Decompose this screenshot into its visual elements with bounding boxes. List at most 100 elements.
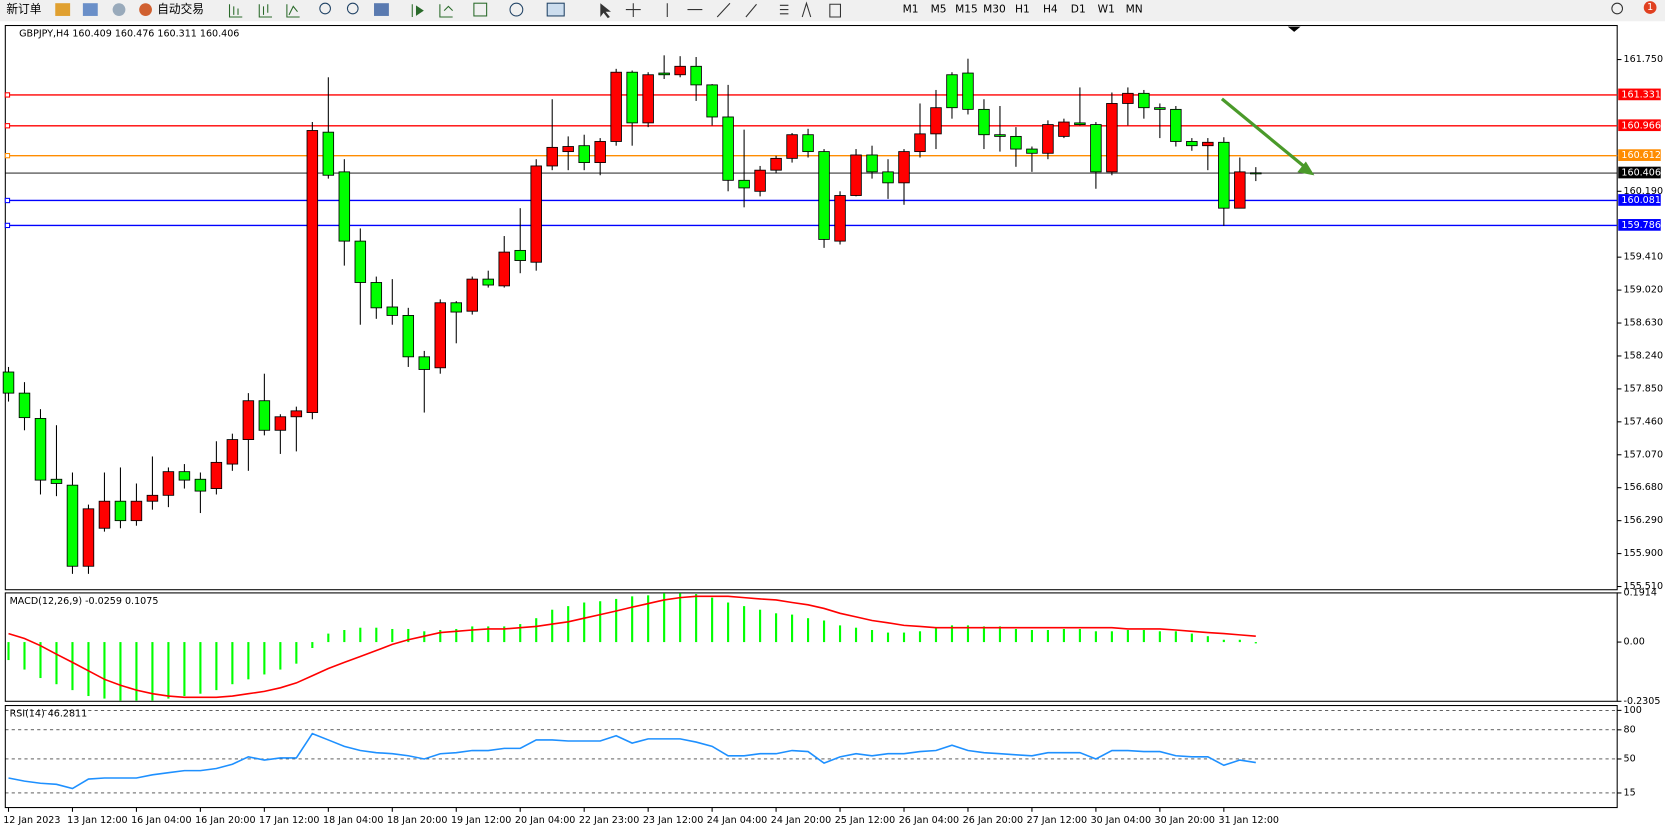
candle-body — [1234, 171, 1246, 209]
level-label-bg — [1618, 149, 1661, 161]
search[interactable] — [1611, 2, 1624, 15]
notification-count: 1 — [1647, 2, 1653, 13]
x-tick-label: 13 Jan 12:00 — [67, 815, 127, 826]
histogram-bar — [854, 627, 858, 643]
candle-body — [130, 500, 143, 522]
timeframes: M1 M5 M15 M30 H1 H4 D1 W1 MN — [903, 3, 1143, 16]
chart-type-icons[interactable] — [228, 4, 300, 18]
indicator-line — [8, 732, 1256, 790]
level-handle[interactable] — [4, 222, 11, 229]
y-tick-label: -0.2305 — [1624, 696, 1661, 707]
icon[interactable] — [139, 3, 152, 16]
candle-body — [514, 249, 526, 261]
histogram-bar — [1238, 639, 1241, 643]
y-tick-label: 80 — [1624, 724, 1636, 735]
candle-body — [834, 195, 846, 242]
x-tick-label: 25 Jan 12:00 — [835, 815, 895, 826]
timeframe-button[interactable]: W1 — [1098, 3, 1115, 16]
drawing-tools[interactable] — [666, 2, 757, 18]
zoom-out[interactable] — [346, 2, 359, 15]
level-handle[interactable] — [4, 197, 11, 204]
histogram-bar — [407, 628, 410, 643]
toolbar-bg — [0, 0, 1665, 22]
candle-body — [466, 278, 478, 312]
y-tick-label: 50 — [1624, 753, 1636, 764]
x-tick-label: 23 Jan 12:00 — [643, 815, 703, 826]
candle-body — [546, 146, 558, 167]
candle-body — [210, 461, 223, 489]
timeframe-button[interactable]: H1 — [1015, 3, 1030, 16]
y-tick-label: 155.900 — [1624, 548, 1663, 559]
x-tick-label: 26 Jan 20:00 — [963, 815, 1023, 826]
cursor-tool[interactable] — [600, 3, 611, 19]
indicators[interactable] — [473, 2, 488, 17]
candle-body — [18, 392, 31, 419]
histogram-bar — [583, 602, 586, 643]
timeframe-button[interactable]: M15 — [955, 3, 978, 16]
timeframe-button[interactable]: M1 — [903, 3, 919, 16]
histogram-bar — [487, 626, 490, 643]
level-handle[interactable] — [4, 92, 11, 98]
timeframe-button[interactable]: D1 — [1071, 3, 1086, 16]
toolbar: 新订单 自动交易 M1 M5 M15 M30 H1 H4 D1 W1 MN 1 — [0, 0, 1665, 22]
panel-title: MACD(12,26,9) -0.0259 0.1075 — [10, 596, 159, 607]
candle-body — [498, 251, 510, 287]
histogram-bar — [1046, 630, 1049, 643]
timeframe-button[interactable]: M5 — [931, 3, 947, 16]
templates[interactable] — [546, 2, 565, 17]
tile-windows[interactable] — [374, 3, 389, 16]
periods[interactable] — [509, 2, 524, 17]
zoom-in[interactable] — [319, 2, 331, 15]
level-handle[interactable] — [4, 152, 11, 159]
candle-body — [418, 356, 431, 370]
icon[interactable] — [82, 3, 98, 16]
candle-body — [626, 71, 638, 124]
candle-body — [82, 508, 95, 567]
auto-trading-button[interactable]: 自动交易 — [157, 2, 204, 16]
candle-body — [402, 315, 415, 358]
x-tick-label: 26 Jan 04:00 — [899, 815, 959, 826]
histogram-bar — [119, 642, 122, 701]
candle-body — [818, 151, 830, 240]
candle-body — [242, 400, 255, 440]
autoscroll[interactable] — [411, 4, 424, 18]
histogram-bar — [103, 642, 106, 699]
annotation-arrowhead — [1297, 161, 1315, 176]
histogram-bar — [551, 609, 554, 643]
candle-body — [610, 71, 622, 142]
candle-body — [1138, 92, 1150, 109]
price-label-bg — [1618, 166, 1661, 179]
icon[interactable] — [112, 3, 126, 16]
icon[interactable] — [55, 3, 71, 16]
candle-body — [386, 306, 399, 316]
panel-title: RSI(14) 46.2811 — [10, 709, 88, 720]
chart-shift[interactable] — [439, 4, 454, 18]
candle-body — [1170, 108, 1182, 142]
histogram-bar — [1158, 631, 1161, 643]
timeframe-button[interactable]: MN — [1126, 3, 1143, 16]
candle-body — [690, 65, 702, 86]
histogram-bar — [263, 642, 266, 675]
x-tick-label: 17 Jan 12:00 — [259, 815, 319, 826]
timeframe-button[interactable]: H4 — [1043, 3, 1058, 16]
candle-body — [802, 134, 814, 153]
x-tick-label: 20 Jan 04:00 — [515, 815, 575, 826]
candle-body — [306, 130, 319, 413]
y-tick-label: 159.410 — [1624, 252, 1663, 263]
histogram-bar — [918, 631, 922, 643]
histogram-bar — [695, 594, 698, 643]
histogram-bar — [1222, 639, 1225, 643]
panel-frame — [4, 705, 1618, 809]
drawing-tools[interactable] — [779, 1, 842, 18]
histogram-bar — [359, 627, 362, 643]
candle-body — [98, 500, 111, 529]
crosshair-tool[interactable] — [625, 3, 641, 18]
timeframe-button[interactable]: M30 — [983, 3, 1006, 16]
histogram-bar — [711, 597, 714, 643]
x-tick-label: 12 Jan 2023 — [3, 815, 60, 826]
notification-badge[interactable] — [1643, 1, 1657, 14]
level-handle[interactable] — [4, 123, 11, 129]
new-order-button[interactable]: 新订单 — [6, 2, 41, 16]
candle-body — [322, 131, 335, 176]
candle-body — [594, 141, 606, 164]
